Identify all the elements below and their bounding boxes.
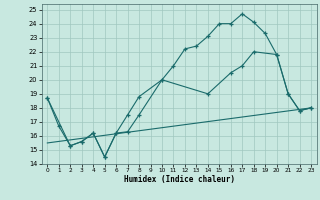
X-axis label: Humidex (Indice chaleur): Humidex (Indice chaleur): [124, 175, 235, 184]
